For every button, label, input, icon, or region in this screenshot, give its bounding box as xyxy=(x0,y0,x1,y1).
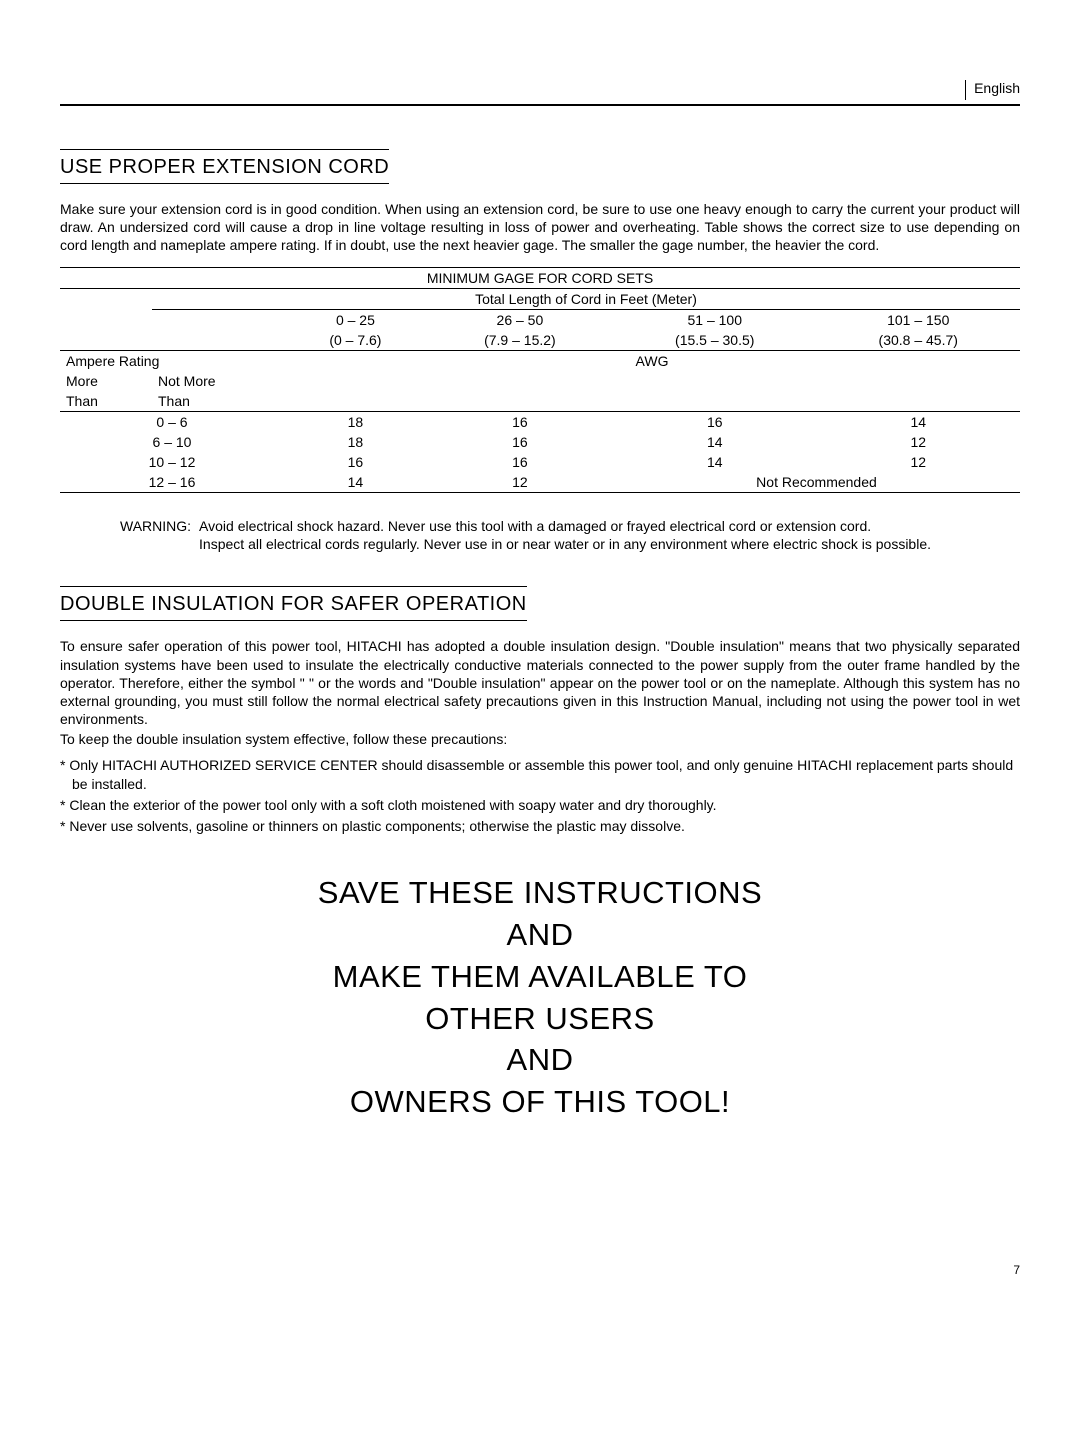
col-subheader: (0 – 7.6) xyxy=(284,330,427,351)
bullet-item: * Clean the exterior of the power tool o… xyxy=(60,796,1020,815)
table-cell: 16 xyxy=(427,432,613,452)
warning-label: WARNING: xyxy=(120,517,199,555)
table-cell: 16 xyxy=(427,411,613,432)
cord-gage-table: MINIMUM GAGE FOR CORD SETS Total Length … xyxy=(60,267,1020,493)
table-cell: 14 xyxy=(613,432,817,452)
total-length-header: Total Length of Cord in Feet (Meter) xyxy=(152,288,1020,309)
warning-line2: Inspect all electrical cords regularly. … xyxy=(199,535,1020,554)
col-subheader: (7.9 – 15.2) xyxy=(427,330,613,351)
table-row-range: 6 – 10 xyxy=(60,432,284,452)
col-subheader: (15.5 – 30.5) xyxy=(613,330,817,351)
section-title-1: USE PROPER EXTENSION CORD xyxy=(60,149,389,184)
bullet-item: * Never use solvents, gasoline or thinne… xyxy=(60,817,1020,836)
section1-paragraph: Make sure your extension cord is in good… xyxy=(60,200,1020,255)
section2-para2: To keep the double insulation system eff… xyxy=(60,730,1020,748)
col-subheader: (30.8 – 45.7) xyxy=(816,330,1020,351)
not-more-than: Not More xyxy=(158,373,216,389)
col-header: 51 – 100 xyxy=(613,309,817,330)
table-cell: 14 xyxy=(816,411,1020,432)
table-row-range: 0 – 6 xyxy=(60,411,284,432)
warning-line1: Avoid electrical shock hazard. Never use… xyxy=(199,517,1020,536)
table-cell: 12 xyxy=(427,472,613,493)
warning-block: WARNING: Avoid electrical shock hazard. … xyxy=(120,517,1020,555)
table-caption: MINIMUM GAGE FOR CORD SETS xyxy=(60,267,1020,288)
col-header: 26 – 50 xyxy=(427,309,613,330)
not-recommended: Not Recommended xyxy=(613,472,1020,493)
col-header: 0 – 25 xyxy=(284,309,427,330)
table-cell: 14 xyxy=(284,472,427,493)
table-cell: 14 xyxy=(613,452,817,472)
table-cell: 18 xyxy=(284,432,427,452)
awg-label: AWG xyxy=(284,350,1020,371)
language-label: English xyxy=(965,80,1020,100)
bullet-list: * Only HITACHI AUTHORIZED SERVICE CENTER… xyxy=(60,756,1020,836)
table-cell: 18 xyxy=(284,411,427,432)
table-cell: 12 xyxy=(816,432,1020,452)
bullet-item: * Only HITACHI AUTHORIZED SERVICE CENTER… xyxy=(60,756,1020,794)
ampere-rating-label: Ampere Rating xyxy=(60,350,284,371)
table-row-range: 12 – 16 xyxy=(60,472,284,493)
section2-para1: To ensure safer operation of this power … xyxy=(60,637,1020,728)
table-cell: 16 xyxy=(613,411,817,432)
page-header: English xyxy=(60,80,1020,105)
save-instructions-message: SAVE THESE INSTRUCTIONS AND MAKE THEM AV… xyxy=(60,872,1020,1123)
table-cell: 16 xyxy=(427,452,613,472)
page-number: 7 xyxy=(60,1263,1020,1277)
more-than: More xyxy=(66,373,98,389)
section-title-2: DOUBLE INSULATION FOR SAFER OPERATION xyxy=(60,586,527,621)
col-header: 101 – 150 xyxy=(816,309,1020,330)
table-cell: 16 xyxy=(284,452,427,472)
table-cell: 12 xyxy=(816,452,1020,472)
table-row-range: 10 – 12 xyxy=(60,452,284,472)
